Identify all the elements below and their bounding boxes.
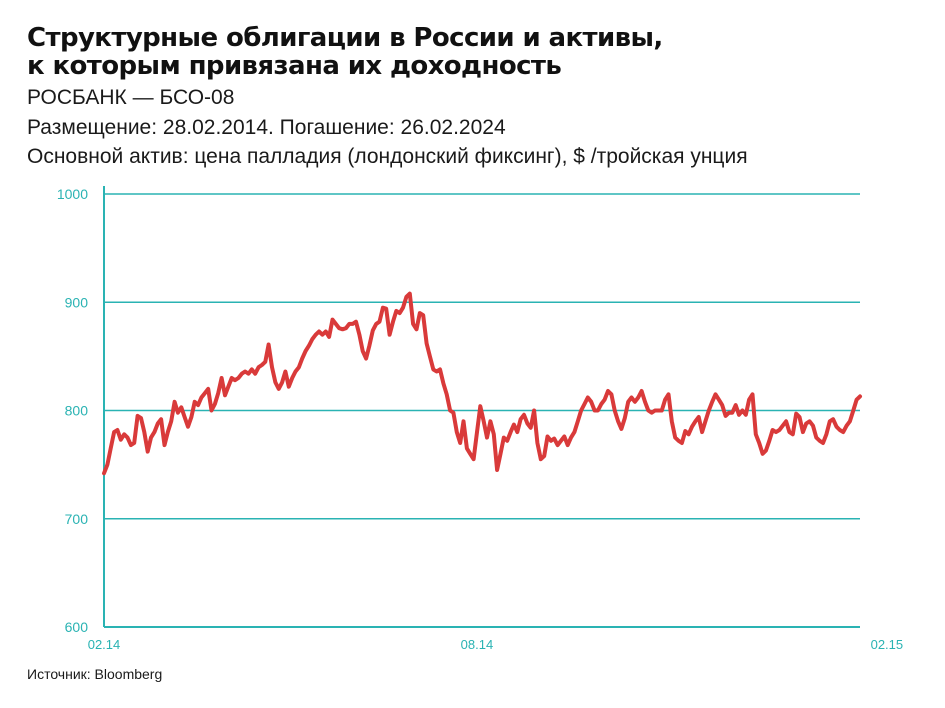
chart-title: Структурные облигации в России и активы,… [27,24,927,80]
y-tick-label-900: 900 [65,294,89,310]
y-tick-label-600: 600 [65,619,89,635]
price-series-line [102,291,862,476]
y-tick-label-700: 700 [65,511,89,527]
y-tick-label-800: 800 [65,403,89,419]
x-tick-label-02.15: 02.15 [871,637,904,652]
subtitle-issuer: РОСБАНК — БСО-08 [27,86,235,109]
subtitle-dates: Размещение: 28.02.2014. Погашение: 26.02… [27,116,506,139]
x-tick-label-08.14: 08.14 [461,637,494,652]
subtitle-asset: Основной актив: цена палладия (лондонски… [27,145,748,168]
x-tick-label-02.14: 02.14 [88,637,121,652]
source-note: Источник: Bloomberg [27,666,163,682]
title-line-2: к которым привязана их доходность [27,51,562,81]
title-line-1: Структурные облигации в России и активы, [27,23,663,53]
y-tick-label-1000: 1000 [57,186,88,202]
